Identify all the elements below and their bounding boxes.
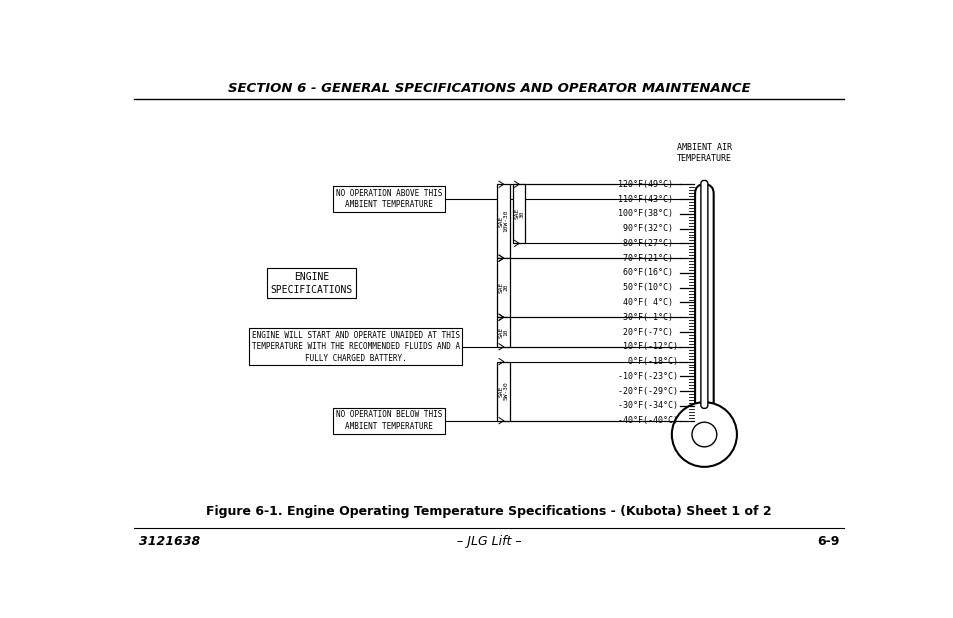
Text: NO OPERATION ABOVE THIS
AMBIENT TEMPERATURE: NO OPERATION ABOVE THIS AMBIENT TEMPERAT… bbox=[335, 189, 441, 210]
Text: NO OPERATION BELOW THIS
AMBIENT TEMPERATURE: NO OPERATION BELOW THIS AMBIENT TEMPERAT… bbox=[335, 410, 441, 431]
Text: 0°F(-18°C): 0°F(-18°C) bbox=[613, 357, 678, 366]
Text: 80°F(27°C): 80°F(27°C) bbox=[613, 239, 678, 248]
Text: 40°F( 4°C): 40°F( 4°C) bbox=[613, 298, 678, 307]
Text: ENGINE
SPECIFICATIONS: ENGINE SPECIFICATIONS bbox=[270, 272, 353, 295]
Text: 60°F(16°C): 60°F(16°C) bbox=[613, 268, 678, 277]
Text: 110°F(43°C): 110°F(43°C) bbox=[613, 195, 678, 203]
Text: -10°F(-23°C): -10°F(-23°C) bbox=[613, 372, 678, 381]
FancyBboxPatch shape bbox=[695, 184, 713, 434]
Bar bbox=[513, 184, 525, 243]
Text: SECTION 6 - GENERAL SPECIFICATIONS AND OPERATOR MAINTENANCE: SECTION 6 - GENERAL SPECIFICATIONS AND O… bbox=[228, 82, 749, 95]
Text: -40°F(-40°C): -40°F(-40°C) bbox=[613, 416, 678, 425]
Text: 70°F(21°C): 70°F(21°C) bbox=[613, 253, 678, 263]
Text: 120°F(49°C): 120°F(49°C) bbox=[613, 180, 678, 188]
Text: SAE
10: SAE 10 bbox=[498, 326, 508, 337]
Text: 90°F(32°C): 90°F(32°C) bbox=[613, 224, 678, 233]
FancyBboxPatch shape bbox=[700, 180, 707, 408]
Text: Figure 6-1. Engine Operating Temperature Specifications - (Kubota) Sheet 1 of 2: Figure 6-1. Engine Operating Temperature… bbox=[206, 505, 771, 518]
Text: 6-9: 6-9 bbox=[817, 535, 840, 548]
Bar bbox=[497, 317, 509, 347]
Bar bbox=[694, 421, 714, 436]
Text: 30°F(-1°C): 30°F(-1°C) bbox=[613, 313, 678, 322]
Circle shape bbox=[671, 402, 736, 467]
Text: 50°F(10°C): 50°F(10°C) bbox=[613, 283, 678, 292]
Text: SAE
30: SAE 30 bbox=[514, 208, 523, 219]
Text: AMBIENT AIR
TEMPERATURE: AMBIENT AIR TEMPERATURE bbox=[677, 143, 731, 163]
Text: ENGINE WILL START AND OPERATE UNAIDED AT THIS
TEMPERATURE WITH THE RECOMMENDED F: ENGINE WILL START AND OPERATE UNAIDED AT… bbox=[252, 331, 459, 363]
Text: SAE
20: SAE 20 bbox=[498, 282, 508, 294]
Bar bbox=[497, 184, 509, 258]
Text: -30°F(-34°C): -30°F(-34°C) bbox=[613, 401, 678, 410]
Circle shape bbox=[691, 422, 716, 447]
Bar bbox=[497, 362, 509, 421]
Text: 20°F(-7°C): 20°F(-7°C) bbox=[613, 328, 678, 337]
Text: -20°F(-29°C): -20°F(-29°C) bbox=[613, 387, 678, 396]
Text: 100°F(38°C): 100°F(38°C) bbox=[613, 210, 678, 218]
Text: SAE
5W-30: SAE 5W-30 bbox=[498, 382, 508, 400]
Text: – JLG Lift –: – JLG Lift – bbox=[456, 535, 520, 548]
Text: 10°F(-12°C): 10°F(-12°C) bbox=[613, 342, 678, 351]
Text: 3121638: 3121638 bbox=[138, 535, 200, 548]
Bar bbox=[497, 258, 509, 317]
Text: SAE
10W-30: SAE 10W-30 bbox=[498, 210, 508, 232]
